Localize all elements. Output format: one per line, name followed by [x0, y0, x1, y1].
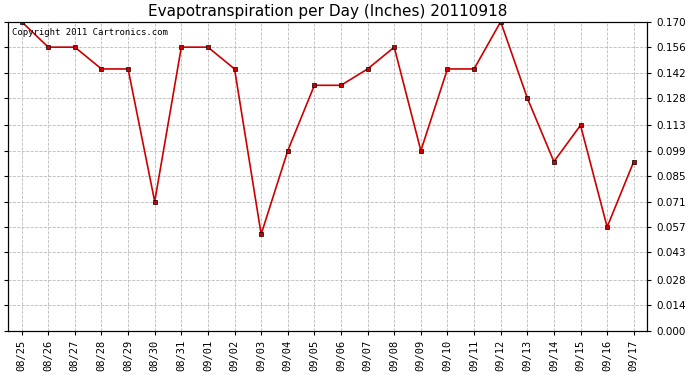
- Text: Copyright 2011 Cartronics.com: Copyright 2011 Cartronics.com: [12, 28, 168, 37]
- Title: Evapotranspiration per Day (Inches) 20110918: Evapotranspiration per Day (Inches) 2011…: [148, 4, 507, 19]
